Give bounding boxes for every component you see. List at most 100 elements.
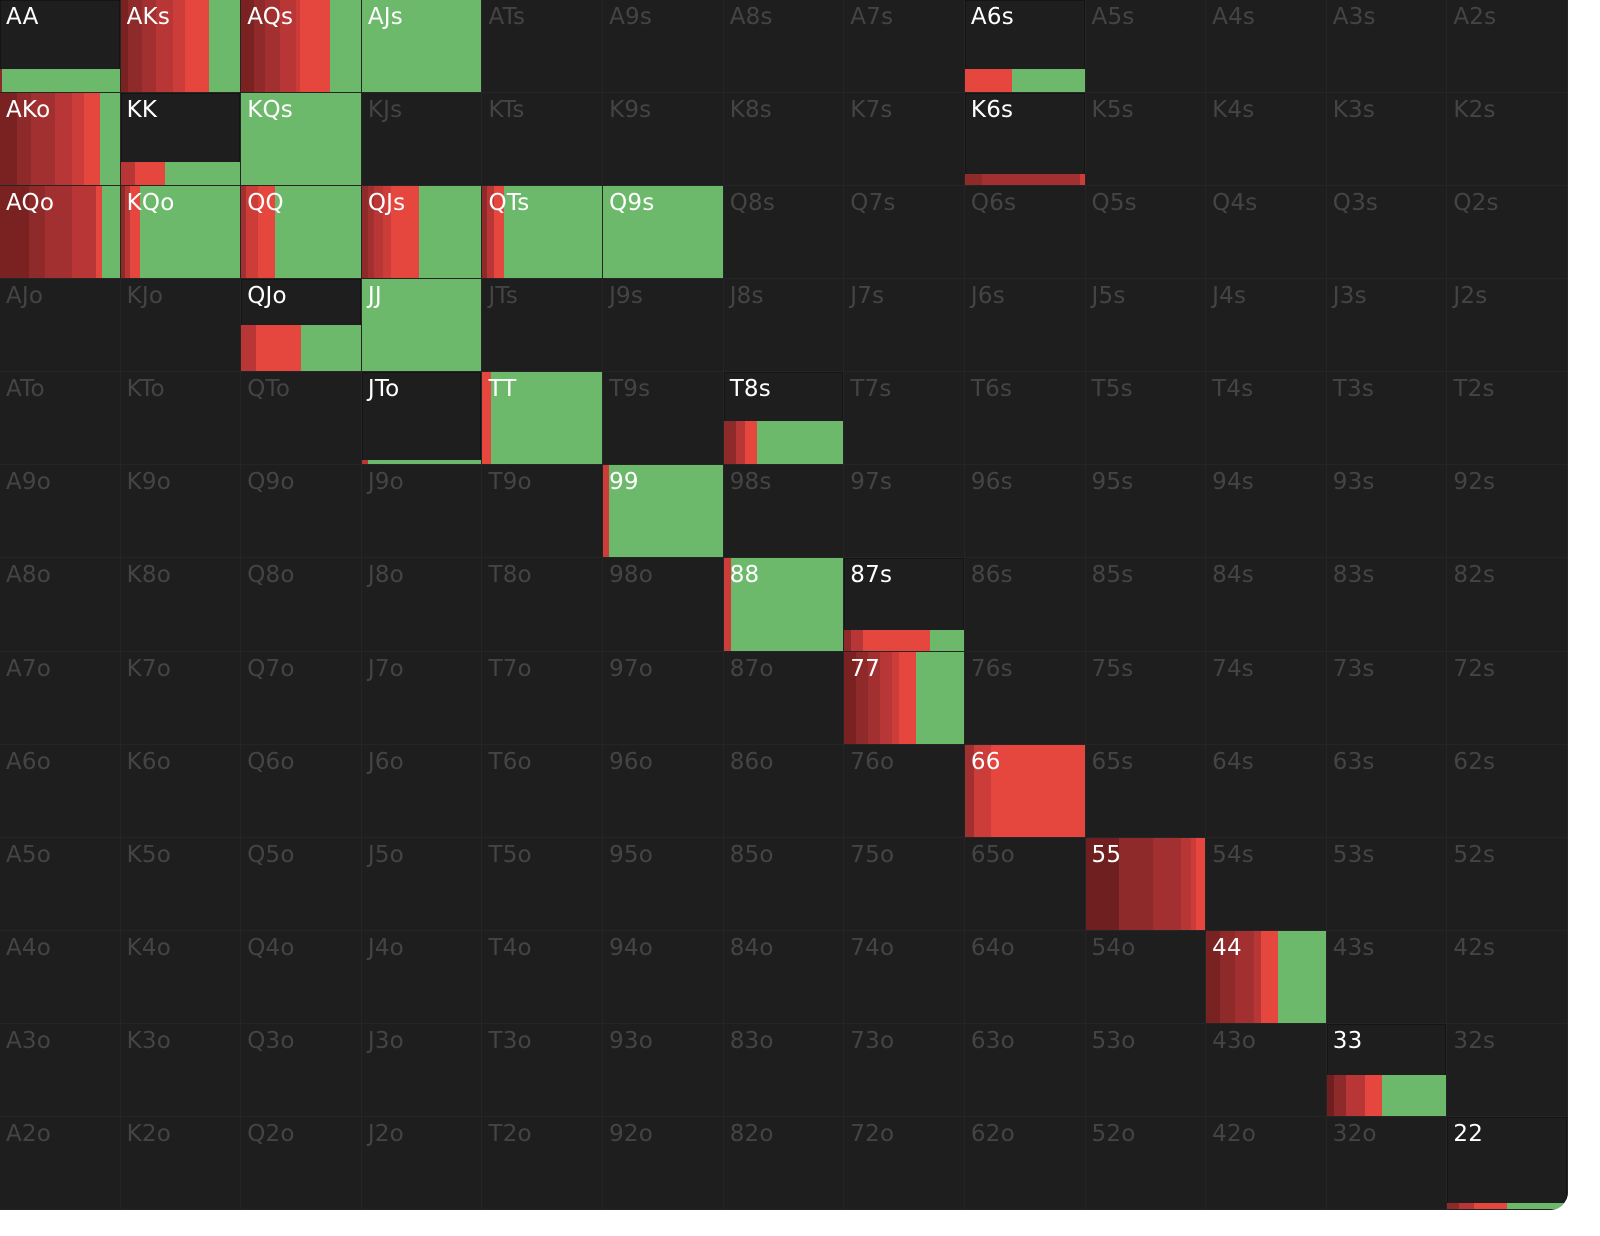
hand-cell-53s[interactable]: 53s (1326, 837, 1448, 931)
hand-cell-Q8o[interactable]: Q8o (241, 558, 362, 652)
hand-cell-64s[interactable]: 64s (1206, 744, 1327, 838)
hand-cell-A6o[interactable]: A6o (0, 744, 121, 838)
hand-cell-J4s[interactable]: J4s (1206, 279, 1327, 373)
hand-cell-K4o[interactable]: K4o (120, 930, 242, 1024)
hand-cell-63s[interactable]: 63s (1326, 744, 1448, 838)
hand-cell-J7s[interactable]: J7s (844, 279, 965, 373)
hand-cell-77[interactable]: 77 (844, 651, 965, 745)
hand-cell-AQo[interactable]: AQo (0, 186, 121, 280)
hand-cell-J3s[interactable]: J3s (1326, 279, 1448, 373)
hand-cell-J8o[interactable]: J8o (361, 558, 483, 652)
hand-cell-73o[interactable]: 73o (844, 1023, 965, 1117)
hand-cell-65s[interactable]: 65s (1085, 744, 1207, 838)
hand-cell-97s[interactable]: 97s (844, 465, 965, 559)
hand-cell-A9o[interactable]: A9o (0, 465, 121, 559)
hand-cell-A8s[interactable]: A8s (723, 0, 845, 94)
hand-cell-KJs[interactable]: KJs (361, 93, 483, 187)
hand-cell-T4o[interactable]: T4o (482, 930, 604, 1024)
hand-cell-K9o[interactable]: K9o (120, 465, 242, 559)
hand-cell-K9s[interactable]: K9s (603, 93, 724, 187)
hand-cell-84o[interactable]: 84o (723, 930, 845, 1024)
hand-cell-94o[interactable]: 94o (603, 930, 724, 1024)
hand-cell-T7o[interactable]: T7o (482, 651, 604, 745)
hand-cell-J7o[interactable]: J7o (361, 651, 483, 745)
hand-cell-AKs[interactable]: AKs (120, 0, 242, 94)
hand-cell-T2s[interactable]: T2s (1447, 372, 1568, 466)
hand-cell-76s[interactable]: 76s (964, 651, 1086, 745)
hand-cell-J2o[interactable]: J2o (361, 1116, 483, 1210)
hand-cell-A5s[interactable]: A5s (1085, 0, 1207, 94)
hand-cell-QJo[interactable]: QJo (241, 279, 362, 373)
hand-cell-72s[interactable]: 72s (1447, 651, 1568, 745)
hand-cell-QJs[interactable]: QJs (361, 186, 483, 280)
hand-cell-Q9s[interactable]: Q9s (603, 186, 724, 280)
hand-cell-99[interactable]: 99 (603, 465, 724, 559)
hand-cell-T9o[interactable]: T9o (482, 465, 604, 559)
hand-cell-74s[interactable]: 74s (1206, 651, 1327, 745)
hand-cell-J6s[interactable]: J6s (964, 279, 1086, 373)
hand-cell-A9s[interactable]: A9s (603, 0, 724, 94)
hand-cell-K3o[interactable]: K3o (120, 1023, 242, 1117)
hand-cell-53o[interactable]: 53o (1085, 1023, 1207, 1117)
hand-cell-93s[interactable]: 93s (1326, 465, 1448, 559)
hand-cell-83s[interactable]: 83s (1326, 558, 1448, 652)
hand-cell-96o[interactable]: 96o (603, 744, 724, 838)
hand-cell-Q3o[interactable]: Q3o (241, 1023, 362, 1117)
hand-cell-K8o[interactable]: K8o (120, 558, 242, 652)
hand-cell-74o[interactable]: 74o (844, 930, 965, 1024)
hand-cell-A3s[interactable]: A3s (1326, 0, 1448, 94)
hand-cell-Q4s[interactable]: Q4s (1206, 186, 1327, 280)
hand-cell-K5o[interactable]: K5o (120, 837, 242, 931)
hand-cell-AA[interactable]: AA (0, 0, 121, 94)
hand-cell-87s[interactable]: 87s (844, 558, 965, 652)
hand-cell-55[interactable]: 55 (1085, 837, 1207, 931)
hand-cell-97o[interactable]: 97o (603, 651, 724, 745)
hand-cell-K3s[interactable]: K3s (1326, 93, 1448, 187)
hand-cell-QTo[interactable]: QTo (241, 372, 362, 466)
hand-cell-KJo[interactable]: KJo (120, 279, 242, 373)
hand-cell-K7s[interactable]: K7s (844, 93, 965, 187)
hand-cell-ATo[interactable]: ATo (0, 372, 121, 466)
hand-cell-33[interactable]: 33 (1326, 1023, 1448, 1117)
hand-cell-J5s[interactable]: J5s (1085, 279, 1207, 373)
hand-cell-JTs[interactable]: JTs (482, 279, 604, 373)
hand-cell-98o[interactable]: 98o (603, 558, 724, 652)
hand-cell-Q2o[interactable]: Q2o (241, 1116, 362, 1210)
hand-cell-T8o[interactable]: T8o (482, 558, 604, 652)
hand-cell-K6s[interactable]: K6s (964, 93, 1086, 187)
hand-cell-QQ[interactable]: QQ (241, 186, 362, 280)
hand-cell-72o[interactable]: 72o (844, 1116, 965, 1210)
hand-cell-A5o[interactable]: A5o (0, 837, 121, 931)
hand-cell-82o[interactable]: 82o (723, 1116, 845, 1210)
hand-cell-A7o[interactable]: A7o (0, 651, 121, 745)
hand-cell-A6s[interactable]: A6s (964, 0, 1086, 94)
hand-cell-Q2s[interactable]: Q2s (1447, 186, 1568, 280)
hand-cell-92o[interactable]: 92o (603, 1116, 724, 1210)
hand-cell-Q5o[interactable]: Q5o (241, 837, 362, 931)
hand-cell-94s[interactable]: 94s (1206, 465, 1327, 559)
hand-cell-K2o[interactable]: K2o (120, 1116, 242, 1210)
hand-cell-44[interactable]: 44 (1206, 930, 1327, 1024)
hand-cell-73s[interactable]: 73s (1326, 651, 1448, 745)
hand-cell-Q5s[interactable]: Q5s (1085, 186, 1207, 280)
hand-cell-K2s[interactable]: K2s (1447, 93, 1568, 187)
hand-cell-96s[interactable]: 96s (964, 465, 1086, 559)
hand-cell-TT[interactable]: TT (482, 372, 604, 466)
hand-cell-T6s[interactable]: T6s (964, 372, 1086, 466)
hand-cell-A4o[interactable]: A4o (0, 930, 121, 1024)
hand-cell-Q3s[interactable]: Q3s (1326, 186, 1448, 280)
hand-cell-AQs[interactable]: AQs (241, 0, 362, 94)
hand-cell-T8s[interactable]: T8s (723, 372, 845, 466)
hand-cell-JJ[interactable]: JJ (361, 279, 483, 373)
hand-cell-54o[interactable]: 54o (1085, 930, 1207, 1024)
hand-cell-T3o[interactable]: T3o (482, 1023, 604, 1117)
hand-cell-J6o[interactable]: J6o (361, 744, 483, 838)
hand-cell-Q7s[interactable]: Q7s (844, 186, 965, 280)
hand-cell-83o[interactable]: 83o (723, 1023, 845, 1117)
hand-cell-KTs[interactable]: KTs (482, 93, 604, 187)
hand-cell-T4s[interactable]: T4s (1206, 372, 1327, 466)
hand-cell-J5o[interactable]: J5o (361, 837, 483, 931)
hand-cell-QTs[interactable]: QTs (482, 186, 604, 280)
hand-cell-32s[interactable]: 32s (1447, 1023, 1568, 1117)
hand-cell-64o[interactable]: 64o (964, 930, 1086, 1024)
